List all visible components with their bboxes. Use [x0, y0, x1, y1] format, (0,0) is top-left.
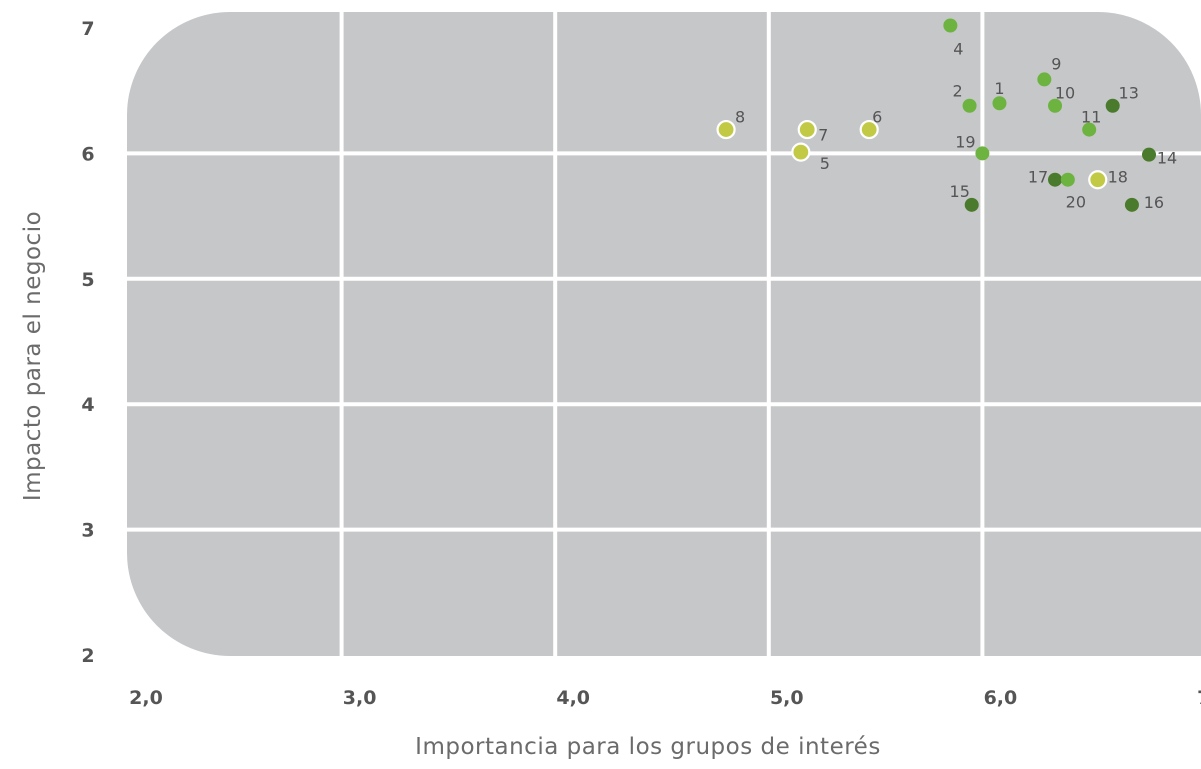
data-point-1 [992, 96, 1007, 111]
y-tick-label: 7 [81, 18, 94, 40]
y-tick-label: 6 [81, 143, 94, 165]
x-tick-labels: 2,0 3,0 4,0 5,0 6,0 7,0 [129, 687, 1201, 709]
point-label-14: 14 [1157, 149, 1177, 168]
y-tick-label: 5 [81, 269, 94, 291]
point-label-11: 11 [1081, 108, 1101, 127]
point-label-8: 8 [735, 108, 745, 127]
point-label-9: 9 [1051, 54, 1061, 73]
data-points [716, 18, 1157, 212]
point-label-2: 2 [952, 82, 962, 101]
data-point-5 [791, 142, 811, 162]
y-axis-title: Impacto para el negocio [20, 211, 46, 501]
data-point-16 [1124, 197, 1139, 212]
y-tick-labels: 2 3 4 5 6 7 [81, 18, 94, 667]
y-tick-label: 4 [81, 394, 94, 416]
point-label-20: 20 [1066, 193, 1086, 212]
point-label-16: 16 [1144, 193, 1164, 212]
x-axis-title: Importancia para los grupos de interés [415, 734, 881, 760]
x-tick-label: 3,0 [343, 687, 377, 709]
data-point-8 [716, 119, 736, 140]
data-point-17 [1048, 172, 1063, 187]
x-tick-label: 5,0 [770, 687, 804, 709]
data-point-10 [1048, 98, 1063, 113]
data-point-18 [1088, 170, 1108, 190]
point-label-18: 18 [1108, 168, 1128, 187]
data-point-13 [1105, 98, 1120, 113]
point-label-5: 5 [820, 154, 830, 173]
x-tick-label: 2,0 [129, 687, 163, 709]
y-tick-label: 3 [81, 520, 94, 542]
data-point-4 [943, 18, 958, 33]
point-label-15: 15 [950, 182, 970, 201]
point-label-1: 1 [994, 79, 1004, 98]
plot-panel [127, 12, 1201, 656]
data-point-15 [964, 197, 979, 212]
point-label-4: 4 [953, 39, 963, 58]
data-point-9 [1037, 72, 1052, 87]
data-point-7 [797, 119, 817, 140]
x-tick-label: 7,0 [1197, 687, 1201, 709]
data-point-6 [859, 119, 879, 140]
point-label-13: 13 [1119, 84, 1139, 103]
point-labels: 1 2 4 5 6 7 8 9 10 11 13 14 15 16 17 18 19 20 [735, 39, 1177, 211]
x-tick-label: 4,0 [556, 687, 590, 709]
data-point-14 [1142, 147, 1157, 162]
point-label-6: 6 [872, 108, 882, 127]
point-label-10: 10 [1055, 84, 1075, 103]
point-label-19: 19 [955, 132, 975, 151]
y-tick-label: 2 [81, 645, 94, 667]
data-point-20 [1060, 172, 1075, 187]
data-point-11 [1082, 122, 1097, 137]
data-point-19 [975, 146, 990, 161]
point-label-17: 17 [1028, 168, 1048, 187]
x-tick-label: 6,0 [984, 687, 1018, 709]
data-point-2 [962, 98, 977, 113]
grid-lines [127, 12, 1201, 656]
point-label-7: 7 [818, 126, 828, 145]
